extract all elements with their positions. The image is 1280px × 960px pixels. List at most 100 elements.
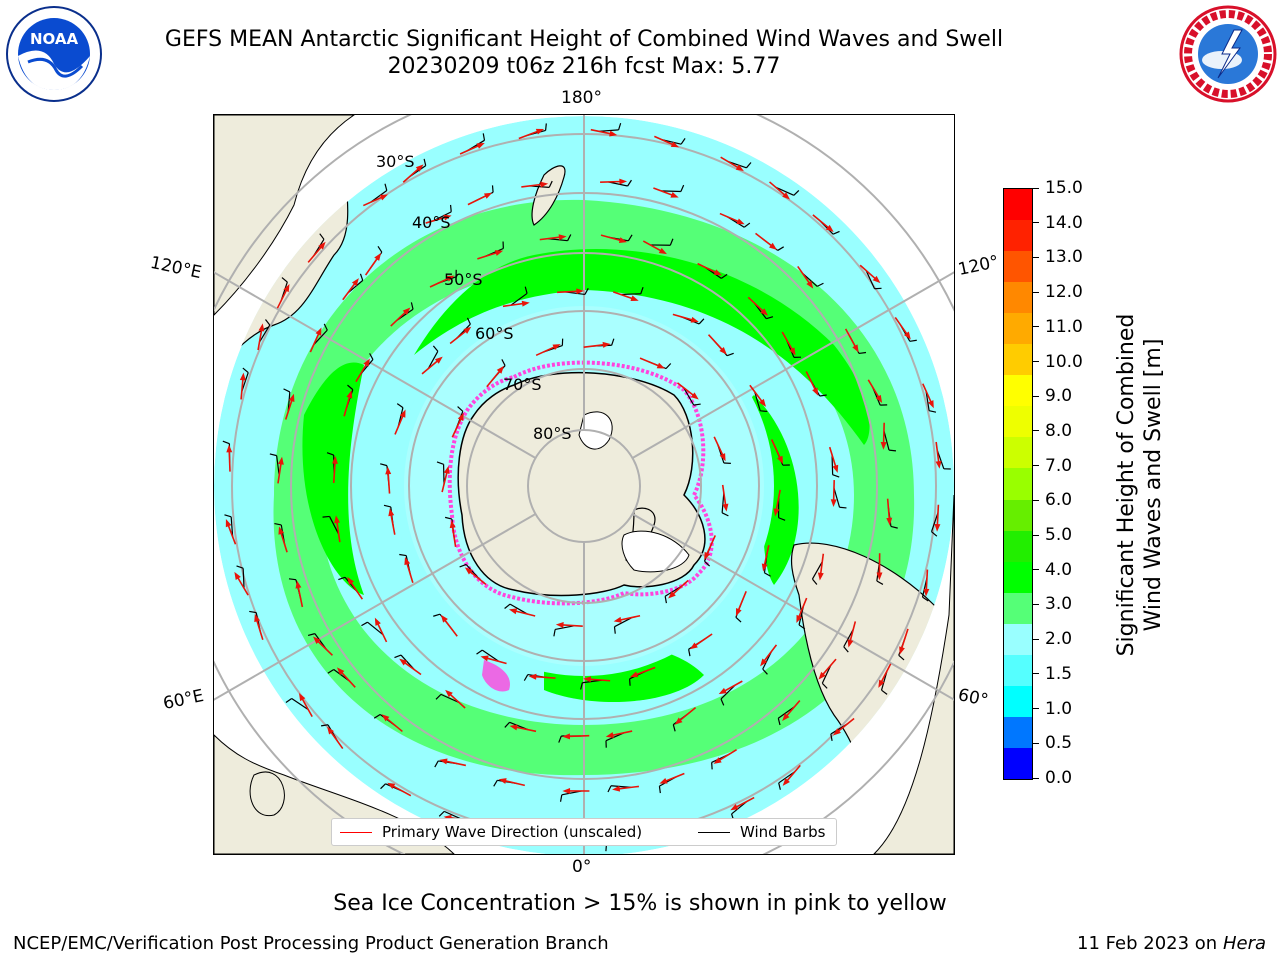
wind-barb-flag <box>680 138 686 145</box>
wave-direction-arrow <box>821 658 837 677</box>
wind-barb-flag <box>222 440 230 445</box>
wave-arrow-head <box>331 456 338 464</box>
wind-barb-flag <box>433 613 441 617</box>
wave-direction-arrow <box>819 553 825 576</box>
wave-arrow-head <box>374 252 382 261</box>
colorbar-tick: 1.5 <box>1033 664 1072 684</box>
wind-barb-flag <box>798 624 806 630</box>
colorbar-segment <box>1004 654 1032 686</box>
wave-direction-arrow <box>257 328 263 351</box>
wind-barb-flag <box>383 504 391 508</box>
wave-arrow-head <box>760 658 768 667</box>
wave-arrow-head <box>670 141 680 148</box>
wind-barb-flag <box>373 713 381 719</box>
wind-barb-flag <box>285 697 293 703</box>
wind-barb-flag <box>580 682 583 690</box>
lon-label-180: 180° <box>561 88 602 108</box>
colorbar-tick: 11.0 <box>1033 317 1083 337</box>
wave-direction-arrow <box>342 281 357 301</box>
wave-direction-arrow <box>451 524 457 547</box>
wave-direction-arrow <box>707 334 725 352</box>
wind-barb-flag <box>319 233 325 240</box>
lon-label-0: 0° <box>572 857 592 877</box>
wave-arrow-head <box>298 693 306 702</box>
colorbar-segment <box>1004 747 1032 779</box>
wave-arrow-head <box>769 242 777 250</box>
wave-arrow-head <box>540 181 549 188</box>
wave-arrow-head <box>773 508 780 517</box>
wave-arrow-head <box>630 295 639 302</box>
wave-direction-arrow <box>228 449 231 472</box>
wave-direction-arrow <box>539 236 562 241</box>
wave-arrow-head <box>782 192 790 200</box>
wind-barb-flag <box>347 384 354 391</box>
wave-arrow-head <box>612 785 621 792</box>
wave-arrow-head <box>521 300 530 307</box>
wave-arrow-head <box>847 639 854 648</box>
wind-barb-flag <box>680 184 685 192</box>
colorbar-tick: 13.0 <box>1033 247 1083 267</box>
wave-direction-arrow <box>642 240 663 253</box>
wave-arrow-head <box>446 275 455 282</box>
wind-barb-flag <box>830 733 833 741</box>
wave-direction-arrow <box>300 697 313 717</box>
wave-direction-arrow <box>639 357 661 368</box>
wind-barb <box>831 454 834 475</box>
wind-barb-flag <box>778 517 786 521</box>
colorbar-tick: 0.0 <box>1033 768 1072 788</box>
wave-direction-arrow <box>781 331 794 352</box>
wave-arrow-head <box>334 515 341 524</box>
wave-arrow-head <box>351 278 359 287</box>
wave-arrow-head <box>558 234 567 241</box>
wave-arrow-head <box>381 714 390 722</box>
wave-arrow-head <box>239 372 246 381</box>
wave-arrow-head <box>852 344 859 353</box>
wind-barb-flag <box>721 512 729 517</box>
wave-arrow-head <box>278 526 285 535</box>
wave-direction-arrow <box>240 377 244 400</box>
wind-barb-flag <box>832 230 840 235</box>
wave-arrow-head <box>690 392 699 400</box>
wind-barb <box>660 190 681 193</box>
wind-barb-flag <box>423 158 427 166</box>
wind-barb <box>883 430 890 451</box>
wave-arrow-head <box>277 456 284 465</box>
wave-direction-arrow <box>459 144 481 155</box>
colorbar-tick: 0.5 <box>1033 733 1072 753</box>
wave-arrow-head <box>388 508 395 517</box>
wind-barb-flag <box>819 394 827 397</box>
wind-barb-flag <box>438 810 445 817</box>
wave-arrow-head <box>934 523 941 532</box>
wave-direction-arrow <box>922 383 933 405</box>
wave-arrow-head <box>833 728 841 736</box>
wind-barb-flag <box>618 123 622 131</box>
colorbar-segment <box>1004 312 1032 345</box>
wave-arrow-head <box>719 346 727 355</box>
wave-direction-arrow <box>785 764 801 783</box>
wave-direction-arrow <box>812 214 831 230</box>
wind-barb-flag <box>548 180 553 188</box>
wave-arrow-head <box>812 387 819 396</box>
colorbar-segment <box>1004 592 1032 624</box>
wave-arrow-head <box>789 347 796 356</box>
outer-land-nw <box>214 115 355 316</box>
wave-direction-arrow <box>600 180 623 184</box>
wind-barb-flag <box>832 474 840 478</box>
wave-arrow-head <box>927 400 934 409</box>
wave-band-3to4-north <box>414 249 870 445</box>
wave-arrow-head <box>483 192 493 199</box>
wave-direction-arrow <box>467 194 489 206</box>
colorbar-tick: 9.0 <box>1033 386 1072 406</box>
wave-arrow-head <box>605 732 614 739</box>
wind-barb-flag <box>380 783 386 790</box>
wave-direction-arrow <box>734 796 755 809</box>
wave-direction-arrow <box>307 245 324 263</box>
wind-barb-flag <box>327 668 335 674</box>
wave-arrow-head <box>736 218 745 225</box>
wave-direction-arrow <box>775 489 781 512</box>
wave-arrow-head <box>830 499 837 508</box>
wind-barb-flag <box>688 649 691 657</box>
wind-barb <box>481 649 500 662</box>
wave-direction-arrow <box>697 262 718 274</box>
wind-barb-flag <box>778 782 781 790</box>
